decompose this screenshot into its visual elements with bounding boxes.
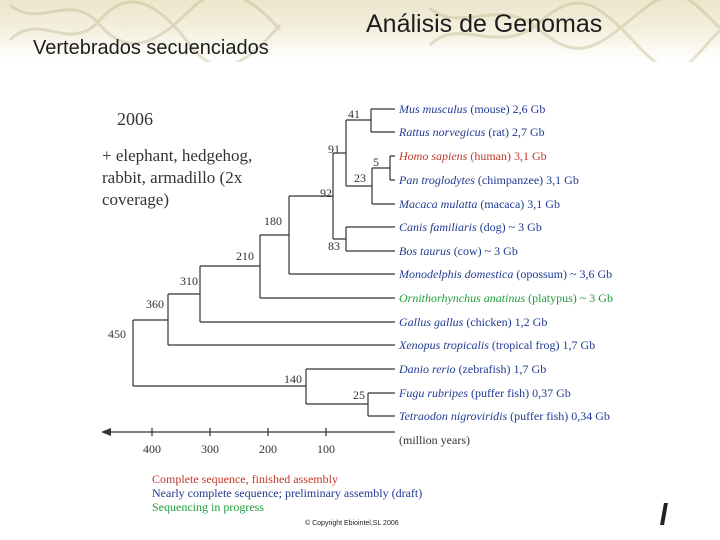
node-92-branch: [332, 152, 346, 240]
node-180-branch: [288, 195, 395, 275]
species-label: Monodelphis domestica (opossum) ~ 3,6 Gb: [398, 267, 612, 281]
node-5-branch: [389, 155, 395, 181]
header-banner: Análisis de Genomas Vertebrados secuenci…: [0, 0, 720, 62]
node-41-branch: [370, 108, 395, 133]
axis-tick-label: 400: [143, 442, 161, 456]
node-label: 180: [264, 214, 282, 228]
axis-tick-label: 300: [201, 442, 219, 456]
node-140-branch: [305, 368, 395, 405]
species-label: Homo sapiens (human) 3,1 Gb: [398, 149, 547, 163]
copyright-notice: © Copyright Ebiointel,SL 2006: [305, 520, 399, 527]
node-label: 92: [320, 186, 332, 200]
node-23-branch: [371, 167, 395, 205]
species-label: Danio rerio (zebrafish) 1,7 Gb: [398, 362, 546, 376]
node-label: 360: [146, 297, 164, 311]
coverage-note-line: rabbit, armadillo (2x: [102, 168, 243, 187]
node-label: 5: [373, 155, 379, 169]
tree-labels: 41 5 23 91 92 83 180 210 310 360 450 140 25 Mus muscu…: [102, 102, 613, 423]
tree-branches: [132, 108, 395, 417]
time-axis: 400 300 200 100 (million years): [101, 428, 470, 456]
axis-unit-label: (million years): [399, 433, 470, 447]
species-label: Bos taurus (cow) ~ 3 Gb: [399, 244, 518, 258]
legend-draft: Nearly complete sequence; preliminary as…: [152, 486, 423, 500]
species-label: Gallus gallus (chicken) 1,2 Gb: [399, 315, 547, 329]
species-label: Mus musculus (mouse) 2,6 Gb: [398, 102, 545, 116]
dna-watermark-decoration: [8, 0, 720, 62]
node-83-branch: [345, 226, 395, 252]
node-360-branch: [167, 293, 395, 346]
node-label: 140: [284, 372, 302, 386]
node-25-branch: [367, 392, 395, 417]
node-450-branch: [132, 319, 306, 387]
node-label: 83: [328, 239, 340, 253]
year-label: 2006: [117, 109, 153, 129]
node-label: 41: [348, 107, 360, 121]
species-label: Pan troglodytes (chimpanzee) 3,1 Gb: [398, 173, 579, 187]
page-subtitle: Vertebrados secuenciados: [33, 37, 269, 59]
node-label: 23: [354, 171, 366, 185]
node-label: 91: [328, 142, 340, 156]
species-label: Rattus norvegicus (rat) 2,7 Gb: [398, 125, 545, 139]
species-label: Macaca mulatta (macaca) 3,1 Gb: [398, 197, 560, 211]
axis-tick-label: 200: [259, 442, 277, 456]
axis-tick-label: 100: [317, 442, 335, 456]
species-label: Xenopus tropicalis (tropical frog) 1,7 G…: [398, 338, 595, 352]
legend-progress: Sequencing in progress: [152, 500, 264, 514]
node-label: 25: [353, 388, 365, 402]
coverage-note-line: + elephant, hedgehog,: [102, 146, 252, 165]
coverage-note-line: coverage): [102, 190, 169, 209]
species-label: Tetraodon nigroviridis (puffer fish) 0,3…: [399, 409, 610, 423]
axis-arrow-icon: [101, 428, 111, 436]
legend-complete: Complete sequence, finished assembly: [152, 472, 338, 486]
species-label: Ornithorhynchus anatinus (platypus) ~ 3 …: [399, 291, 613, 305]
node-label: 310: [180, 274, 198, 288]
species-label: Canis familiaris (dog) ~ 3 Gb: [399, 220, 542, 234]
node-label: 450: [108, 327, 126, 341]
legend: Complete sequence, finished assembly Nea…: [152, 472, 422, 514]
page-title: Análisis de Genomas: [366, 10, 603, 38]
species-label: Fugu rubripes (puffer fish) 0,37 Gb: [398, 386, 571, 400]
node-label: 210: [236, 249, 254, 263]
